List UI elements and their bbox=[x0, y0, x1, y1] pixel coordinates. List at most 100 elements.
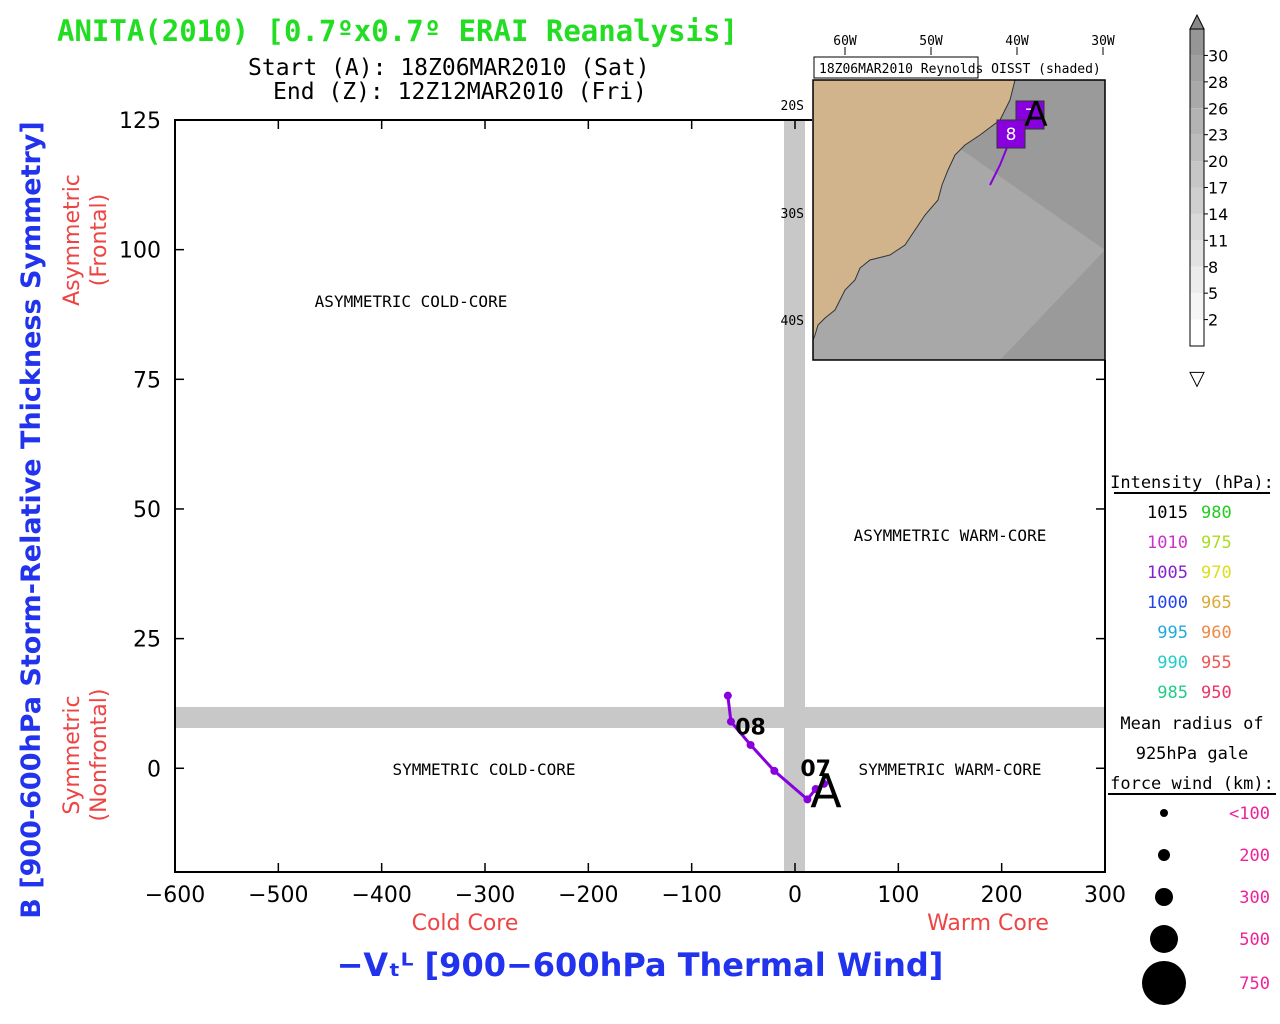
y-label-frontal: (Frontal) bbox=[87, 194, 112, 286]
storm-track: 07 08 A bbox=[723, 691, 842, 818]
region-asymmetric-cold-core: ASYMMETRIC COLD-CORE bbox=[315, 292, 508, 311]
x-tick-label: −100 bbox=[661, 883, 721, 908]
track-point bbox=[746, 740, 755, 749]
track-start-marker: A bbox=[810, 764, 842, 818]
y-label-asymmetric: Asymmetric bbox=[60, 174, 85, 306]
lon-label: 60W bbox=[833, 34, 857, 49]
inset-start-marker: A bbox=[1024, 95, 1047, 135]
x-tick-label: −300 bbox=[455, 883, 515, 908]
colorbar-swatch bbox=[1190, 108, 1204, 135]
y-tick-label: 100 bbox=[119, 239, 161, 264]
x-axis-ticks: −600 −500 −400 −300 −200 −100 0 100 200 300 bbox=[145, 120, 1126, 908]
colorbar-label: 2 bbox=[1208, 311, 1218, 330]
intensity-legend-title: Intensity (hPa): bbox=[1110, 473, 1274, 493]
x-tick-label: 0 bbox=[788, 883, 802, 908]
x-tick-label: −200 bbox=[558, 883, 618, 908]
radius-legend-label: 300 bbox=[1239, 888, 1270, 908]
colorbar-swatch bbox=[1190, 293, 1204, 320]
colorbar-swatch bbox=[1190, 240, 1204, 267]
colorbar-swatch bbox=[1190, 29, 1204, 56]
lon-label: 50W bbox=[919, 34, 943, 49]
radius-legend: Mean radius of 925hPa gale force wind (k… bbox=[1108, 714, 1276, 1005]
y-axis-ticks: 0 25 50 75 100 125 bbox=[119, 109, 1105, 782]
colorbar-swatch bbox=[1190, 319, 1204, 346]
colorbar-label: 14 bbox=[1208, 205, 1228, 224]
y-tick-label: 50 bbox=[133, 498, 161, 523]
intensity-value: 975 bbox=[1201, 533, 1232, 553]
chart-title: ANITA(2010) [0.7ºx0.7º ERAI Reanalysis] bbox=[57, 14, 738, 48]
y-axis-title: B [900-600hPa Storm-Relative Thickness S… bbox=[16, 121, 47, 918]
inset-map: 60W 50W 40W 30W 20S 30S 40S 18Z06MAR2010… bbox=[781, 34, 1115, 361]
region-symmetric-warm-core: SYMMETRIC WARM-CORE bbox=[858, 760, 1041, 779]
colorbar-bottom-arrow bbox=[1189, 371, 1205, 388]
x-tick-label: 100 bbox=[877, 883, 919, 908]
inset-day-box-8 bbox=[996, 119, 1026, 149]
intensity-value: 985 bbox=[1157, 683, 1188, 703]
x-tick-label: −600 bbox=[145, 883, 205, 908]
track-point bbox=[811, 785, 820, 794]
colorbar-label: 17 bbox=[1208, 179, 1228, 198]
radius-legend-label: 500 bbox=[1239, 930, 1270, 950]
colorbar-label: 26 bbox=[1208, 99, 1228, 118]
south-america-land bbox=[812, 79, 1016, 341]
inset-title: 18Z06MAR2010 Reynolds OISST (shaded) bbox=[819, 62, 1101, 77]
colorbar-label: 11 bbox=[1208, 231, 1228, 250]
colorbar-swatch bbox=[1190, 55, 1204, 82]
lat-label: 40S bbox=[781, 314, 804, 329]
intensity-value: 1000 bbox=[1147, 593, 1188, 613]
x-axis-title: −Vₜᴸ [900−600hPa Thermal Wind] bbox=[337, 946, 944, 984]
y-label-nonfrontal: (Nonfrontal) bbox=[87, 689, 112, 822]
intensity-value: 980 bbox=[1201, 503, 1232, 523]
radius-legend-title-1: Mean radius of bbox=[1120, 714, 1263, 734]
track-point bbox=[726, 717, 735, 726]
radius-legend-label: <100 bbox=[1229, 804, 1270, 824]
radius-legend-label: 750 bbox=[1239, 974, 1270, 994]
radius-legend-title-2: 925hPa gale bbox=[1136, 744, 1249, 764]
radius-legend-dot bbox=[1142, 961, 1186, 1005]
radius-legend-dot bbox=[1160, 809, 1168, 817]
warm-sst-region bbox=[862, 80, 1105, 360]
x-label-warm-core: Warm Core bbox=[927, 911, 1049, 936]
intensity-value: 1010 bbox=[1147, 533, 1188, 553]
track-point bbox=[819, 779, 828, 788]
colorbar-label: 28 bbox=[1208, 73, 1228, 92]
intensity-value: 995 bbox=[1157, 623, 1188, 643]
colorbar-label: 8 bbox=[1208, 258, 1218, 277]
region-symmetric-cold-core: SYMMETRIC COLD-CORE bbox=[392, 760, 575, 779]
y-tick-label: 0 bbox=[147, 757, 161, 782]
end-time: End (Z): 12Z12MAR2010 (Fri) bbox=[273, 79, 647, 105]
lat-label: 30S bbox=[781, 207, 804, 222]
lon-label: 30W bbox=[1091, 34, 1115, 49]
track-point bbox=[803, 795, 812, 804]
intensity-value: 990 bbox=[1157, 653, 1188, 673]
colorbar-top-arrow bbox=[1189, 13, 1205, 30]
colorbar-swatch bbox=[1190, 134, 1204, 162]
radius-legend-label: 200 bbox=[1239, 846, 1270, 866]
intensity-legend: Intensity (hPa): 1015 980 1010 975 1005 970 10… bbox=[1110, 473, 1274, 703]
radius-legend-title-3: force wind (km): bbox=[1110, 774, 1274, 794]
colorbar-swatch bbox=[1190, 161, 1204, 188]
x-tick-label: −400 bbox=[351, 883, 411, 908]
lon-label: 40W bbox=[1005, 34, 1029, 49]
inset-title-box bbox=[813, 56, 979, 79]
track-point bbox=[723, 691, 732, 700]
colorbar-swatch bbox=[1190, 187, 1204, 214]
region-asymmetric-warm-core: ASYMMETRIC WARM-CORE bbox=[854, 526, 1047, 545]
intensity-value: 970 bbox=[1201, 563, 1232, 583]
horizontal-threshold-band bbox=[175, 707, 1105, 728]
inset-frame bbox=[812, 79, 1106, 361]
colorbar-swatch bbox=[1190, 266, 1204, 294]
y-label-symmetric: Symmetric bbox=[60, 695, 85, 814]
intensity-value: 965 bbox=[1201, 593, 1232, 613]
colorbar-label: 5 bbox=[1208, 284, 1218, 303]
track-day-label: 08 bbox=[735, 716, 766, 741]
intensity-value: 1005 bbox=[1147, 563, 1188, 583]
inset-day-7: 7 bbox=[1025, 106, 1036, 126]
sst-colorbar: 30 28 26 23 20 17 14 11 8 5 2 bbox=[1189, 13, 1228, 388]
intensity-value: 960 bbox=[1201, 623, 1232, 643]
lat-label: 20S bbox=[781, 99, 804, 114]
radius-legend-dot bbox=[1155, 888, 1173, 906]
track-day-label: 07 bbox=[800, 757, 831, 782]
start-time: Start (A): 18Z06MAR2010 (Sat) bbox=[248, 55, 650, 81]
